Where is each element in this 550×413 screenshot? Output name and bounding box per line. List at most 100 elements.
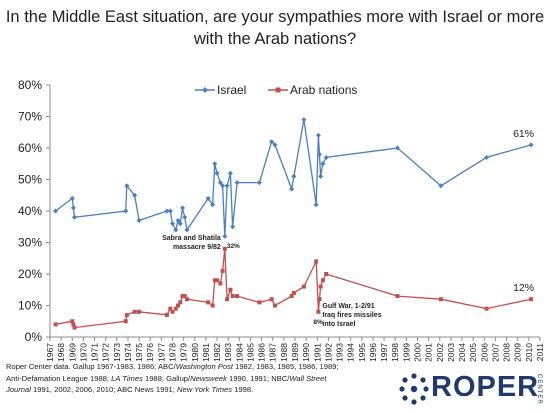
y-tick-label: 80% [18,78,42,92]
x-tick-label: 1974 [123,343,133,362]
israel-point [313,202,319,208]
x-tick-label: 2009 [513,343,523,362]
x-tick-label: 2006 [479,343,489,362]
israel-point [394,145,400,151]
israel-point [217,180,223,186]
israel-point [184,227,190,233]
arab-point [132,309,137,314]
arab-point [529,297,534,302]
israel-point [291,173,297,179]
annotation-arab-end: 12% [513,282,534,294]
x-tick-label: 2002 [435,343,445,362]
arab-point [173,306,178,311]
x-tick-label: 1987 [268,343,278,362]
x-tick-label: 1970 [78,343,88,362]
israel-point [317,151,322,157]
annotation-gulfwar-line1: Gulf War, 1-2/91 [322,303,374,310]
israel-point [180,205,186,211]
israel-point [210,202,216,208]
israel-point [182,214,188,220]
arab-point [53,322,58,327]
x-tick-label: 2005 [468,343,478,362]
series-group [53,117,534,330]
arab-point [257,300,262,305]
x-tick-label: 1994 [346,343,356,362]
israel-point [170,221,175,227]
israel-point [320,161,326,167]
israel-point [528,142,534,148]
israel-point [69,195,75,201]
x-tick-label: 2004 [457,343,467,362]
israel-point [167,208,173,214]
israel-point [222,233,228,239]
x-tick-label: 1982 [212,343,222,362]
roper-center-logo: ROPER CENTER [398,371,546,408]
logo-dots-icon [399,373,429,405]
arab-point [215,278,220,283]
annotation-8pct: 8% [313,319,323,326]
annotation-sabra-line1: Sabra and Shatila [162,235,221,242]
arab-point [324,272,329,276]
arab-point [71,322,76,327]
x-tick-label: 1981 [201,343,211,362]
x-tick-label: 1989 [290,343,300,362]
y-tick-label: 60% [18,141,42,155]
x-tick-label: 1999 [401,343,411,362]
israel-point [438,183,444,189]
x-tick-label: 2011 [535,343,545,362]
x-tick-label: 2010 [524,343,534,362]
x-tick-label: 1995 [357,343,367,362]
arab-point [123,319,128,324]
israel-point [230,224,236,230]
arab-point [301,284,306,289]
israel-point [72,214,77,220]
x-tick-label: 1975 [134,343,144,362]
arab-point [178,300,183,305]
y-axis-labels: 0% 10% 20% 30% 40% 50% 60% 70% 80% [18,78,42,344]
israel-point [177,221,183,227]
arab-point [289,294,294,299]
arab-point [320,278,325,283]
x-tick-label: 1972 [101,343,111,362]
x-tick-label: 1992 [323,343,333,362]
x-tick-label: 1983 [223,343,233,362]
israel-point [53,208,59,214]
x-tick-label: 1973 [112,343,122,362]
israel-point [132,192,138,198]
arab-point [222,246,227,251]
arab-point [176,303,181,308]
arab-point [218,281,223,286]
israel-point [205,195,211,201]
arab-point [438,297,443,302]
legend-israel-marker [202,87,208,93]
israel-point [175,217,181,223]
israel-point [256,180,262,186]
annotations: 61% 12% 32% Sabra and Shatila massacre 9/82 8… [162,128,534,328]
arab-point [220,268,225,273]
x-tick-label: 2003 [446,343,456,362]
israel-point [272,142,278,148]
x-tick-label: 1993 [335,343,345,362]
israel-point [234,180,240,186]
arab-point [314,259,319,264]
source-note: Roper Center data. Gallup 1967-1983, 198… [6,362,339,394]
x-tick-label: 1998 [390,343,400,362]
arab-series-line [55,248,532,329]
x-tick-label: 1991 [312,343,322,362]
y-tick-label: 20% [18,267,42,281]
israel-point [136,217,142,223]
arab-point [70,319,75,324]
x-tick-label: 2001 [424,343,434,362]
x-tick-label: 1985 [245,343,255,362]
arab-point [317,297,322,302]
israel-point [212,161,218,167]
arab-point [124,312,129,317]
y-tick-label: 40% [18,204,42,218]
x-tick-label: 1971 [90,343,100,362]
israel-point [289,186,295,192]
line-chart: 0%10%20%30%40%50%60%70%80% 1967 1968 1969 1… [18,78,545,362]
x-tick-label: 1979 [179,343,189,362]
arab-point [225,297,230,302]
arab-point [235,294,240,299]
x-tick-label: 1988 [279,343,289,362]
